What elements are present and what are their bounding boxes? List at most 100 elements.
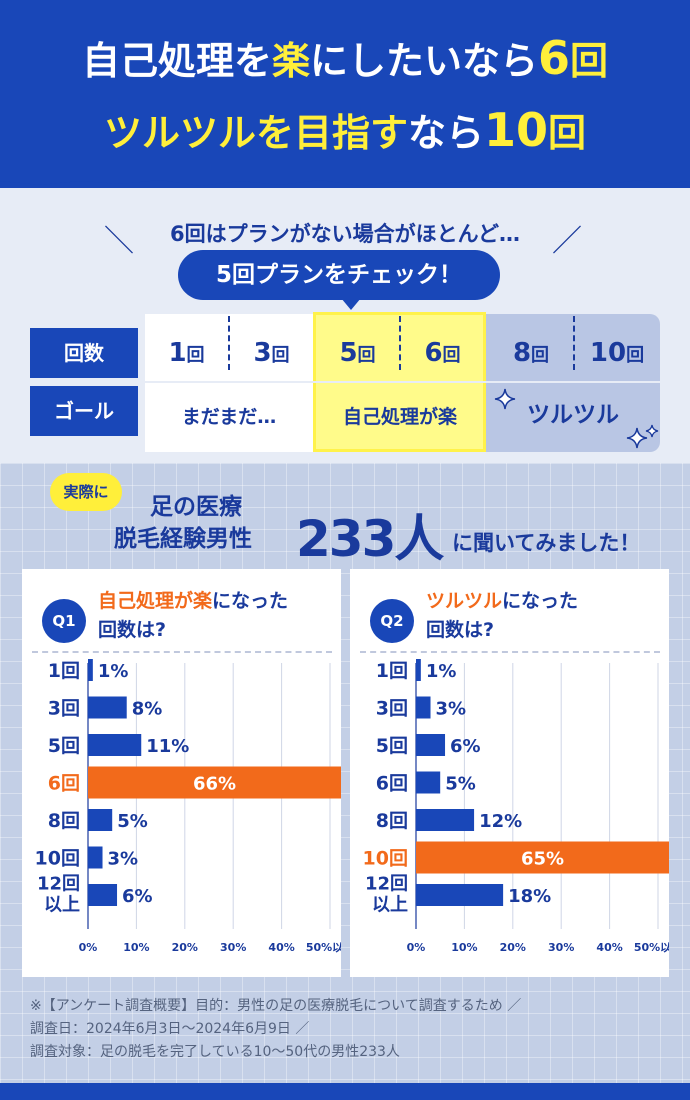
count-cell-5: 5回 — [339, 338, 376, 368]
data-label: 6% — [122, 886, 153, 907]
bar — [88, 766, 341, 799]
plan-white-block — [145, 314, 315, 452]
survey-title-line2: 脱毛経験男性 — [114, 526, 252, 552]
q2-line2: 回数は? — [426, 619, 495, 641]
x-tick-label: 30% — [220, 941, 246, 954]
bar — [88, 884, 118, 906]
q2-highlight: ツルツル — [426, 590, 503, 612]
survey-title-line1: 足の医療 — [150, 494, 242, 520]
plan-comparison-section: ＼ 6回はプランがない場合がほとんど… ／ 5回プランをチェック！ 回数 ゴール… — [0, 188, 690, 463]
data-label: 3% — [108, 849, 139, 870]
bar — [416, 659, 421, 681]
footnote-line-2: 調査日：2024年6月3日～2024年6月9日 ／ — [30, 1021, 310, 1037]
category-label: 5回 — [376, 735, 408, 757]
bar — [416, 884, 504, 906]
footnote-line-1: ※【アンケート調査概要】目的：男性の足の医療脱毛について調査するため ／ — [30, 998, 522, 1014]
headline-2e: 回 — [548, 111, 587, 155]
row-label-count: 回数 — [30, 328, 138, 378]
data-label: 66% — [193, 774, 236, 795]
headline-2b: 目指す — [293, 111, 408, 155]
headline-1a: 自己処理を — [81, 39, 272, 83]
headline-1e: 回 — [570, 39, 609, 83]
data-label: 18% — [508, 886, 551, 907]
category-label: 10回 — [35, 848, 80, 870]
data-label: 8% — [132, 699, 163, 720]
headline-line-2: ツルツルを目指すなら10回 — [0, 102, 690, 157]
bar — [416, 734, 446, 756]
bar — [88, 809, 113, 831]
x-tick-label: 10% — [123, 941, 149, 954]
data-label: 6% — [450, 736, 481, 757]
headline-2a: ツルツルを — [103, 111, 294, 155]
category-label: 6回 — [376, 773, 408, 795]
count-cell-6: 6回 — [424, 338, 461, 368]
bar — [416, 841, 669, 874]
col-divider — [399, 316, 401, 370]
bar — [88, 846, 103, 869]
jissai-tag: 実際に — [50, 473, 122, 511]
x-tick-label: 20% — [500, 941, 526, 954]
q2-rest: になった — [502, 590, 579, 612]
data-label: 3% — [436, 699, 467, 720]
data-label: 5% — [117, 811, 148, 832]
decor-slash-right: ／ — [552, 224, 582, 259]
category-label: 1回 — [48, 660, 80, 682]
category-label: 5回 — [48, 735, 80, 757]
category-label: 12回 — [365, 874, 408, 895]
q1-line2: 回数は? — [98, 619, 167, 641]
headline-line-1: 自己処理を楽にしたいなら6回 — [0, 30, 690, 85]
count-cell-8: 8回 — [512, 338, 550, 368]
data-label: 11% — [146, 736, 189, 757]
category-label: 8回 — [376, 810, 408, 832]
col-divider — [228, 316, 230, 370]
q1-highlight: 自己処理が楽 — [98, 590, 213, 612]
footer-bar — [0, 1083, 690, 1100]
data-label: 1% — [98, 661, 129, 682]
sparkle-icon — [494, 388, 516, 410]
survey-footnote: ※【アンケート調査概要】目的：男性の足の医療脱毛について調査するため ／ 調査日… — [30, 995, 521, 1064]
bar — [88, 734, 142, 756]
bar — [88, 696, 127, 719]
q1-bar-chart: 0% 10% 20% 30% 40% 50%以上 1回 1% 3回 8% 5回 11% 6回 66% 8回 5… — [35, 659, 341, 954]
brush-edge-decoration — [0, 175, 690, 186]
q1-badge: Q1 — [42, 599, 86, 643]
x-tick-label: 40% — [268, 941, 294, 954]
x-tick-label: 40% — [596, 941, 622, 954]
bar — [416, 809, 475, 831]
x-tick-label: 0% — [407, 941, 426, 954]
x-tick-label: 20% — [172, 941, 198, 954]
q1-question: 自己処理が楽になった 回数は? — [98, 587, 288, 645]
check-bubble: 5回プランをチェック！ — [178, 250, 500, 300]
bar — [88, 659, 93, 681]
sparkle-icon — [626, 424, 659, 449]
bar — [416, 696, 431, 719]
header-banner: 自己処理を楽にしたいなら6回 ツルツルを目指すなら10回 — [0, 0, 690, 188]
row-divider — [145, 381, 660, 383]
count-cell-10: 10回 — [589, 338, 645, 368]
q1-rest: になった — [212, 590, 289, 612]
headline-2c: なら — [407, 111, 484, 155]
check-bubble-tail — [341, 298, 361, 310]
x-tick-label: 50%以上 — [306, 940, 341, 954]
count-cell-1: 1回 — [168, 338, 205, 368]
q2-question: ツルツルになった 回数は? — [426, 587, 578, 645]
x-tick-label: 50%以上 — [634, 940, 669, 954]
chart-card-q2: Q2 ツルツルになった 回数は? 0% 10% 20% 30% 40% 50%以上 1回 1%… — [350, 569, 669, 977]
category-label: 3回 — [376, 698, 408, 720]
q2-badge: Q2 — [370, 599, 414, 643]
category-label: 10回 — [363, 848, 408, 870]
headline-2-number: 10 — [484, 103, 549, 157]
category-label: 1回 — [376, 660, 408, 682]
goal-cell-not-yet: まだまだ… — [181, 406, 277, 428]
bar — [416, 771, 441, 794]
data-label: 65% — [521, 849, 564, 870]
row-label-goal: ゴール — [30, 386, 138, 436]
headline-1c: にしたいなら — [309, 39, 538, 83]
category-label: 以上 — [372, 895, 408, 916]
goal-cell-smooth: ツルツル — [527, 402, 619, 428]
data-label: 5% — [445, 774, 476, 795]
category-label: 8回 — [48, 810, 80, 832]
card-separator — [360, 651, 660, 653]
count-cell-3: 3回 — [253, 338, 290, 368]
x-tick-label: 0% — [79, 941, 98, 954]
